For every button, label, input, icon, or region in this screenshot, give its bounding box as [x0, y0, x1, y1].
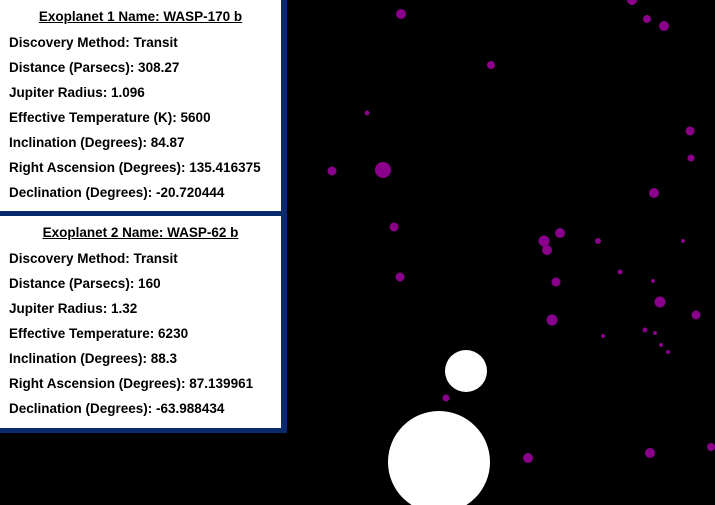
exoplanet-dot[interactable]	[685, 126, 695, 136]
exoplanet-dot[interactable]	[659, 343, 663, 347]
exoplanet-dot[interactable]	[627, 0, 637, 5]
exoplanet-dot[interactable]	[538, 235, 550, 247]
exoplanet-dot[interactable]	[681, 239, 685, 243]
host-star-large[interactable]	[388, 411, 490, 505]
exoplanet-dot[interactable]	[487, 61, 495, 69]
exoplanet-dot[interactable]	[617, 269, 623, 275]
exoplanet-dot[interactable]	[595, 238, 601, 244]
exoplanet-2-right-ascension: Right Ascension (Degrees): 87.139961	[9, 376, 254, 391]
host-star-small[interactable]	[445, 350, 487, 392]
exoplanet-dot[interactable]	[654, 296, 666, 308]
exoplanet-1-right-ascension: Right Ascension (Degrees): 135.416375	[9, 160, 261, 175]
exoplanet-dot[interactable]	[643, 15, 651, 23]
exoplanet-dot[interactable]	[601, 334, 605, 338]
exoplanet-1-jupiter-radius: Jupiter Radius: 1.096	[9, 85, 145, 100]
exoplanet-2-effective-temperature: Effective Temperature: 6230	[9, 326, 189, 341]
exoplanet-dot[interactable]	[389, 222, 399, 232]
exoplanet-dot[interactable]	[659, 21, 669, 31]
exoplanet-2-inclination: Inclination (Degrees): 88.3	[9, 351, 178, 366]
exoplanet-dot[interactable]	[551, 277, 561, 287]
exoplanet-2-title: Exoplanet 2 Name: WASP-62 b	[42, 225, 239, 240]
exoplanet-dot[interactable]	[327, 166, 337, 176]
exoplanet-1-inclination: Inclination (Degrees): 84.87	[9, 135, 185, 150]
exoplanet-dot[interactable]	[651, 279, 655, 283]
exoplanet-dot[interactable]	[546, 314, 558, 326]
exoplanet-dot[interactable]	[395, 272, 405, 282]
exoplanet-2-declination: Declination (Degrees): -63.988434	[9, 401, 225, 416]
exoplanet-1-info-panel: Exoplanet 1 Name: WASP-170 b Discovery M…	[0, 0, 287, 216]
exoplanet-dot[interactable]	[375, 162, 391, 178]
exoplanet-dot[interactable]	[653, 331, 657, 335]
exoplanet-1-title: Exoplanet 1 Name: WASP-170 b	[38, 9, 243, 24]
exoplanet-2-info-panel: Exoplanet 2 Name: WASP-62 b Discovery Me…	[0, 216, 287, 433]
exoplanet-dot[interactable]	[364, 110, 370, 116]
exoplanet-dot[interactable]	[442, 394, 450, 402]
exoplanet-2-discovery-method: Discovery Method: Transit	[9, 251, 178, 266]
exoplanet-dot[interactable]	[555, 228, 565, 238]
exoplanet-dot[interactable]	[707, 443, 715, 451]
exoplanet-dot[interactable]	[649, 188, 659, 198]
exoplanet-1-effective-temperature: Effective Temperature (K): 5600	[9, 110, 211, 125]
exoplanet-1-distance: Distance (Parsecs): 308.27	[9, 60, 180, 75]
exoplanet-dot[interactable]	[523, 453, 533, 463]
exoplanet-dot[interactable]	[645, 448, 655, 458]
exoplanet-2-distance: Distance (Parsecs): 160	[9, 276, 161, 291]
exoplanet-2-jupiter-radius: Jupiter Radius: 1.32	[9, 301, 138, 316]
exoplanet-dot[interactable]	[666, 350, 670, 354]
exoplanet-dot[interactable]	[687, 154, 695, 162]
exoplanet-1-declination: Declination (Degrees): -20.720444	[9, 185, 225, 200]
exoplanet-dot[interactable]	[396, 9, 406, 19]
exoplanet-dot[interactable]	[691, 310, 701, 320]
exoplanet-dot[interactable]	[542, 245, 552, 255]
exoplanet-dot[interactable]	[642, 327, 648, 333]
exoplanet-1-discovery-method: Discovery Method: Transit	[9, 35, 178, 50]
